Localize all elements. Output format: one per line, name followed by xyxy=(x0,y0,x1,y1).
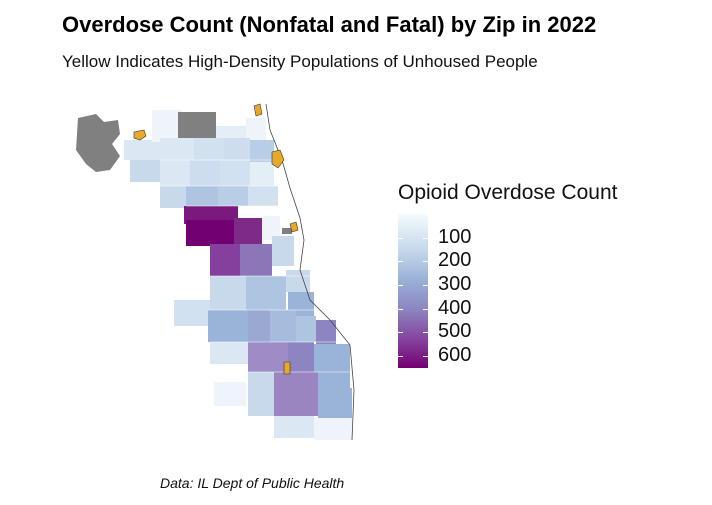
zip-region-mn-5 xyxy=(160,186,186,208)
zip-region-n-3 xyxy=(160,138,194,160)
zip-region-loop xyxy=(272,236,294,266)
legend-tick-mark xyxy=(423,356,428,358)
legend-tick-label: 300 xyxy=(438,273,472,296)
zip-region-s-7 xyxy=(274,372,318,416)
legend-tick-mark xyxy=(398,261,403,263)
legend-tick-mark xyxy=(398,285,403,287)
unhoused-marker-uptown xyxy=(271,149,285,169)
zip-region-s-5 xyxy=(214,382,246,406)
zip-region-mn-4 xyxy=(250,162,274,186)
legend-tick-mark xyxy=(398,308,403,310)
zip-region-mn-7 xyxy=(218,186,248,206)
zip-region-sc-9 xyxy=(296,316,316,342)
zip-region-s-2 xyxy=(248,342,288,372)
legend-color-bar xyxy=(398,214,428,368)
legend-tick-mark xyxy=(423,285,428,287)
zip-region-mn-8 xyxy=(248,186,278,206)
unhoused-marker-loop xyxy=(289,221,299,233)
zip-region-nw-2 xyxy=(130,160,160,182)
zip-region-west-f xyxy=(240,244,272,276)
legend-tick-label: 100 xyxy=(438,225,472,248)
legend-tick-mark xyxy=(398,332,403,334)
legend-title: Opioid Overdose Count xyxy=(398,181,618,204)
legend-tick-mark xyxy=(398,356,403,358)
zip-region-n-6 xyxy=(250,140,274,162)
zip-region-west-b xyxy=(186,220,234,246)
zip-region-s-1 xyxy=(210,342,248,364)
unhoused-marker-north xyxy=(253,103,263,117)
legend-tick-label: 400 xyxy=(438,296,472,319)
zip-region-nw-gray xyxy=(178,112,216,138)
legend-tick-mark xyxy=(423,308,428,310)
zip-region-sc-4 xyxy=(286,270,310,292)
legend-tick-label: 600 xyxy=(438,344,472,367)
zip-region-sc-1 xyxy=(174,300,210,326)
zip-region-nw-1 xyxy=(124,140,164,160)
zip-region-sc-7 xyxy=(248,310,270,342)
unhoused-marker-ohare-edge xyxy=(133,129,147,141)
zip-region-mn-2 xyxy=(190,160,220,186)
zip-region-s-9 xyxy=(274,416,314,438)
legend-tick-label: 500 xyxy=(438,320,472,343)
zip-region-west-c xyxy=(234,218,262,244)
zip-region-s-10 xyxy=(314,418,352,440)
no-data-patch-loop xyxy=(282,228,292,234)
zip-region-n-4 xyxy=(194,138,224,160)
legend-tick-mark xyxy=(398,237,403,239)
zip-region-sc-6 xyxy=(208,310,248,342)
zip-region-s-4 xyxy=(314,344,350,388)
zip-region-nw-3 xyxy=(152,110,182,142)
zip-region-sc-3 xyxy=(246,276,286,310)
zip-region-mn-3 xyxy=(220,160,250,186)
zip-region-west-a xyxy=(184,206,238,224)
zip-region-n-2 xyxy=(246,118,266,140)
zip-region-mn-1 xyxy=(160,160,190,186)
legend-tick-mark xyxy=(423,332,428,334)
map-subtitle: Yellow Indicates High-Density Population… xyxy=(62,52,538,71)
zip-region-s-6 xyxy=(248,372,274,416)
map-title: Overdose Count (Nonfatal and Fatal) by Z… xyxy=(62,12,597,37)
zip-region-mn-6 xyxy=(186,186,218,206)
zip-borders xyxy=(160,159,350,373)
zip-region-sc-8 xyxy=(270,310,296,342)
ohare-no-data-region xyxy=(76,114,120,172)
data-source-caption: Data: IL Dept of Public Health xyxy=(160,475,345,491)
zip-region-s-8 xyxy=(318,388,352,418)
legend-tick-label: 200 xyxy=(438,249,472,272)
zip-region-n-5 xyxy=(224,138,250,160)
legend-tick-mark xyxy=(423,237,428,239)
unhoused-marker-south xyxy=(283,361,291,375)
zip-region-sc-10 xyxy=(316,320,336,344)
zip-region-west-e xyxy=(210,244,240,276)
legend-tick-mark xyxy=(423,261,428,263)
zip-region-west-d xyxy=(262,216,280,240)
zip-region-sc-2 xyxy=(210,276,246,310)
